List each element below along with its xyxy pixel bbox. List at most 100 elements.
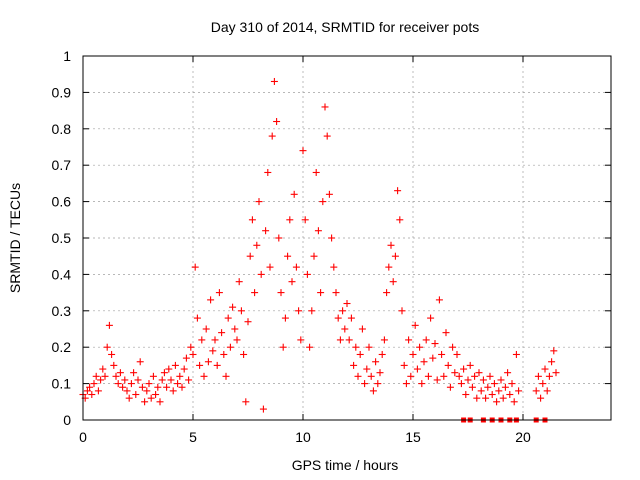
data-point [112,372,120,380]
data-point [229,303,237,311]
data-point [284,252,292,260]
data-point [193,314,201,322]
x-tick-labels: 0 5 10 15 20 [79,429,531,445]
data-point [97,376,105,384]
data-point [345,336,353,344]
data-point [497,376,505,384]
data-point [244,318,252,326]
data-point [354,372,362,380]
x-tick-label: 15 [405,429,421,445]
data-point [444,361,452,369]
data-point [510,398,518,406]
data-point [468,383,476,391]
data-point [446,383,454,391]
data-point [541,365,549,373]
data-point [389,278,397,286]
y-tick-label: 0.6 [52,194,72,210]
data-point [365,343,373,351]
data-point [325,190,333,198]
data-point [108,350,116,358]
y-tick-label: 0.7 [52,157,72,173]
data-point [185,376,193,384]
data-point [257,270,265,278]
y-tick-label: 0.2 [52,339,72,355]
data-point [385,263,393,271]
data-point [251,289,259,297]
data-point [431,340,439,348]
data-points [79,77,560,423]
data-point [240,350,248,358]
data-point [394,187,402,195]
data-point [350,361,358,369]
data-point [94,387,102,395]
data-point [90,380,98,388]
data-point [143,387,151,395]
data-point [279,343,287,351]
data-point [488,391,496,399]
data-point [207,296,215,304]
data-point [548,358,556,366]
data-point [532,387,540,395]
data-point [330,263,338,271]
data-point [466,361,474,369]
data-point [457,380,465,388]
data-point [88,391,96,399]
data-point [552,369,560,377]
y-tick-label: 1 [63,48,71,64]
data-point [123,387,131,395]
data-point [99,365,107,373]
data-point [237,307,245,315]
data-point [255,198,263,206]
data-point [433,376,441,384]
data-point [160,369,168,377]
data-point [196,361,204,369]
data-point [165,365,173,373]
data-point [246,252,254,260]
data-point [110,361,118,369]
chart-title: Day 310 of 2014, SRMTID for receiver pot… [211,19,479,35]
data-point [341,325,349,333]
data-point [231,325,239,333]
data-point [134,376,142,384]
data-point [299,147,307,155]
data-point [191,263,199,271]
y-tick-label: 0.8 [52,121,72,137]
data-point [154,383,162,391]
data-point [460,365,468,373]
data-point [332,289,340,297]
data-point [512,350,520,358]
data-point [490,380,498,388]
data-point [515,387,523,395]
y-tick-label: 0 [63,412,71,428]
data-point [427,314,435,322]
data-point [339,307,347,315]
data-point [275,234,283,242]
data-point [358,325,366,333]
data-point [286,216,294,224]
data-point [545,372,553,380]
y-tick-label: 0.9 [52,84,72,100]
data-point [248,216,256,224]
data-point [479,376,487,384]
data-point [420,358,428,366]
data-point [405,336,413,344]
data-point [321,103,329,111]
data-point [187,343,195,351]
data-point [347,314,355,322]
data-point [226,343,234,351]
data-point [411,321,419,329]
data-point [317,289,325,297]
data-point [504,369,512,377]
data-point [213,361,221,369]
data-point [297,336,305,344]
data-point [176,372,184,380]
data-point [376,369,384,377]
data-point [442,329,450,337]
data-point [328,234,336,242]
data-point [543,387,551,395]
data-point [83,387,91,395]
data-point [306,343,314,351]
data-point [422,336,430,344]
data-point [182,354,190,362]
